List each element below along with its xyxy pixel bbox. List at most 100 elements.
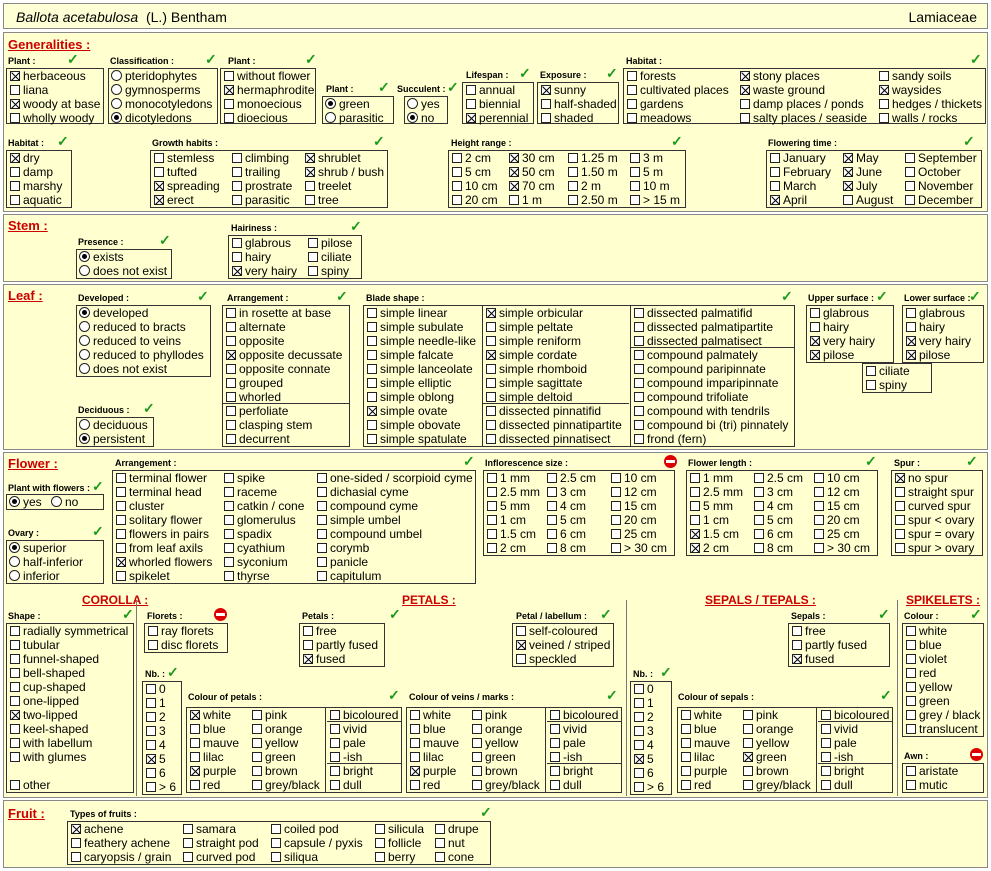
checkbox-mark[interactable] — [367, 392, 377, 402]
checkbox-spike[interactable]: spike — [221, 471, 313, 485]
checkbox-mark[interactable] — [330, 738, 340, 748]
checkbox-mark[interactable] — [367, 336, 377, 346]
checkbox-mark[interactable] — [154, 181, 164, 191]
checkbox-mark[interactable] — [906, 322, 916, 332]
checkbox-pink[interactable]: pink — [249, 708, 325, 722]
checkbox-4-cm[interactable]: 4 cm — [544, 499, 620, 513]
checkbox-glabrous[interactable]: glabrous — [903, 306, 983, 320]
checkbox-mark[interactable] — [905, 181, 915, 191]
checkbox-mark[interactable] — [10, 738, 20, 748]
checkbox-mark[interactable] — [634, 322, 644, 332]
checkbox-mark[interactable] — [895, 529, 905, 539]
checkbox-simple-cordate[interactable]: simple cordate — [483, 348, 629, 362]
checkbox-mark[interactable] — [879, 71, 889, 81]
checkbox-mark[interactable] — [317, 487, 327, 497]
checkbox-spiny[interactable]: spiny — [863, 378, 931, 392]
checkbox-mark[interactable] — [792, 654, 802, 664]
checkbox-mark[interactable] — [10, 195, 20, 205]
checkbox-sunny[interactable]: sunny — [538, 83, 618, 97]
checkbox-grouped[interactable]: grouped — [223, 376, 349, 390]
checkbox-2-50-m[interactable]: 2.50 m — [565, 193, 627, 207]
checkbox-compound-trifoliate[interactable]: compound trifoliate — [631, 390, 795, 404]
checkbox-white[interactable]: white — [187, 708, 247, 722]
checkbox-mark[interactable] — [154, 153, 164, 163]
checkbox-mark[interactable] — [681, 738, 691, 748]
checkbox-1-m[interactable]: 1 m — [506, 193, 564, 207]
checkbox-mark[interactable] — [466, 99, 476, 109]
checkbox-0[interactable]: 0 — [143, 682, 181, 696]
checkbox-mark[interactable] — [224, 515, 234, 525]
checkbox-pilose[interactable]: pilose — [305, 236, 362, 250]
checkbox-august[interactable]: August — [840, 193, 902, 207]
checkbox-funnel-shaped[interactable]: funnel-shaped — [7, 652, 133, 666]
checkbox-liana[interactable]: liana — [7, 83, 102, 97]
checkbox-compound-cyme[interactable]: compound cyme — [314, 499, 476, 513]
checkbox-mark[interactable] — [634, 364, 644, 374]
checkbox-mark[interactable] — [317, 529, 327, 539]
checkbox-25-cm[interactable]: 25 cm — [608, 527, 674, 541]
checkbox-mark[interactable] — [10, 696, 20, 706]
checkbox-1[interactable]: 1 — [631, 696, 671, 710]
checkbox-spreading[interactable]: spreading — [151, 179, 227, 193]
radio-mark[interactable] — [325, 98, 336, 109]
radio-parasitic[interactable]: parasitic — [323, 111, 393, 125]
radio-yes[interactable]: yes — [405, 97, 447, 111]
checkbox-mark[interactable] — [410, 780, 420, 790]
radio-superior[interactable]: superior — [7, 541, 103, 555]
checkbox-tree[interactable]: tree — [302, 193, 388, 207]
checkbox-5-cm[interactable]: 5 cm — [544, 513, 620, 527]
checkbox-monoecious[interactable]: monoecious — [221, 97, 315, 111]
checkbox-mark[interactable] — [906, 682, 916, 692]
checkbox-aquatic[interactable]: aquatic — [7, 193, 71, 207]
checkbox-gardens[interactable]: gardens — [624, 97, 736, 111]
checkbox-mark[interactable] — [303, 640, 313, 650]
checkbox-spadix[interactable]: spadix — [221, 527, 313, 541]
checkbox-cup-shaped[interactable]: cup-shaped — [7, 680, 133, 694]
checkbox-mark[interactable] — [146, 698, 156, 708]
checkbox-mark[interactable] — [487, 515, 497, 525]
checkbox-mark[interactable] — [550, 766, 560, 776]
radio-developed[interactable]: developed — [77, 306, 209, 320]
checkbox-mark[interactable] — [634, 350, 644, 360]
checkbox-mark[interactable] — [486, 406, 496, 416]
checkbox-very-hairy[interactable]: very hairy — [903, 334, 983, 348]
checkbox-orange[interactable]: orange — [469, 722, 545, 736]
checkbox-simple-deltoid[interactable]: simple deltoid — [483, 390, 629, 404]
checkbox-mark[interactable] — [466, 85, 476, 95]
checkbox-one-lipped[interactable]: one-lipped — [7, 694, 133, 708]
checkbox-pale[interactable]: pale — [547, 736, 621, 750]
checkbox-mark[interactable] — [634, 768, 644, 778]
checkbox-mark[interactable] — [486, 322, 496, 332]
checkbox-mark[interactable] — [224, 557, 234, 567]
checkbox-bicoloured[interactable]: bicoloured — [818, 708, 892, 722]
checkbox-mark[interactable] — [487, 473, 497, 483]
checkbox-perfoliate[interactable]: perfoliate — [223, 404, 349, 418]
checkbox-mark[interactable] — [367, 378, 377, 388]
checkbox-shrublet[interactable]: shrublet — [302, 151, 388, 165]
checkbox-mark[interactable] — [116, 571, 126, 581]
checkbox-whorled[interactable]: whorled — [223, 390, 349, 404]
checkbox-lilac[interactable]: lilac — [407, 750, 467, 764]
checkbox-orange[interactable]: orange — [249, 722, 325, 736]
checkbox-mark[interactable] — [547, 543, 557, 553]
checkbox-with-labellum[interactable]: with labellum — [7, 736, 133, 750]
checkbox-dissected-palmatifid[interactable]: dissected palmatifid — [631, 306, 795, 320]
checkbox-trailing[interactable]: trailing — [229, 165, 301, 179]
checkbox-mark[interactable] — [906, 350, 916, 360]
checkbox-mark[interactable] — [252, 724, 262, 734]
checkbox-keel-shaped[interactable]: keel-shaped — [7, 722, 133, 736]
checkbox-catkin-cone[interactable]: catkin / cone — [221, 499, 313, 513]
checkbox-mark[interactable] — [486, 392, 496, 402]
checkbox-2[interactable]: 2 — [631, 710, 671, 724]
radio-mark[interactable] — [79, 335, 90, 346]
checkbox-dull[interactable]: dull — [327, 778, 401, 792]
checkbox-mark[interactable] — [634, 392, 644, 402]
checkbox-mauve[interactable]: mauve — [187, 736, 247, 750]
checkbox-2-cm[interactable]: 2 cm — [449, 151, 505, 165]
checkbox-mark[interactable] — [10, 99, 20, 109]
checkbox-mark[interactable] — [895, 501, 905, 511]
checkbox-grey-black[interactable]: grey/black — [249, 778, 325, 792]
checkbox-vivid[interactable]: vivid — [327, 722, 401, 736]
checkbox-mark[interactable] — [190, 710, 200, 720]
checkbox-mark[interactable] — [472, 752, 482, 762]
